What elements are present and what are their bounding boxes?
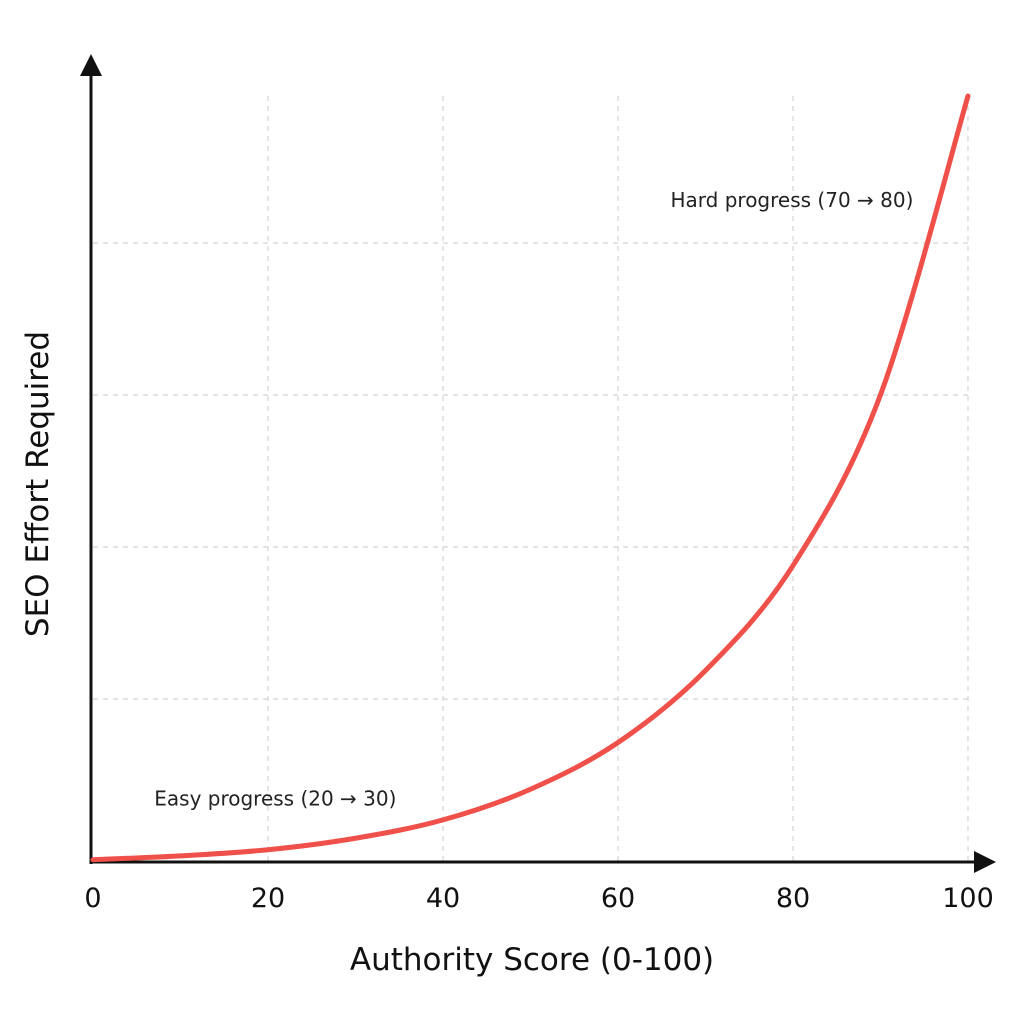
series-layer [90,93,971,863]
x-tick-label: 80 [776,883,810,914]
x-tick-label: 0 [84,883,101,914]
axes-layer [80,54,996,873]
x-tick-label: 40 [426,883,460,914]
grid-layer [93,96,969,862]
x-axis-arrow-icon [974,851,996,873]
annotation-label: Hard progress (70 → 80) [671,188,914,212]
annotation-label: Easy progress (20 → 30) [154,786,396,810]
annotations: Easy progress (20 → 30) Hard progress (70… [154,188,913,810]
x-tick-label: 100 [942,883,994,914]
x-tick-label: 20 [251,883,285,914]
x-tick-labels: 0 20 40 60 80 100 [84,883,993,914]
series-line [90,93,971,863]
x-tick-label: 60 [601,883,635,914]
x-axis-title: Authority Score (0-100) [350,942,714,978]
y-axis-title: SEO Effort Required [20,331,56,637]
y-axis-arrow-icon [80,54,102,76]
